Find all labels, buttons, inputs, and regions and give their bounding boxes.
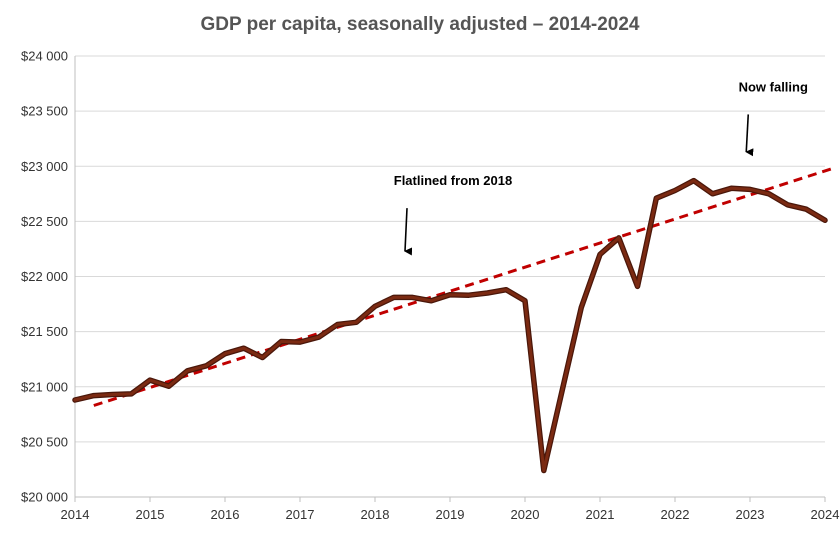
x-tick-label: 2023 <box>736 507 765 522</box>
axes: $20 000 $20 500 $21 000 $21 500 $22 000 $22 5… <box>21 49 839 523</box>
annotations: Flatlined from 2018 Now falling <box>394 79 808 256</box>
x-tick-label: 2014 <box>61 507 90 522</box>
y-tick-label: $22 000 <box>21 269 68 284</box>
x-tick-label: 2022 <box>661 507 690 522</box>
y-tick-label: $23 500 <box>21 104 68 119</box>
x-tick-label: 2021 <box>586 507 615 522</box>
y-tick-label: $21 000 <box>21 379 68 394</box>
annotation-label: Flatlined from 2018 <box>394 173 512 188</box>
gridlines <box>75 55 825 443</box>
chart-title: GDP per capita, seasonally adjusted – 20… <box>201 14 640 35</box>
trend-line <box>93 167 833 407</box>
y-tick-label: $21 500 <box>21 324 68 339</box>
annotation-arrow <box>745 114 754 157</box>
x-tick-label: 2019 <box>436 507 465 522</box>
x-tick-label: 2018 <box>361 507 390 522</box>
y-tick-label: $24 000 <box>21 49 68 64</box>
y-tick-label: $23 000 <box>21 159 68 174</box>
annotation-arrow <box>404 208 413 256</box>
series-layer <box>72 177 828 474</box>
x-tick-label: 2020 <box>511 507 540 522</box>
x-tick-label: 2017 <box>286 507 315 522</box>
y-tick-label: $22 500 <box>21 214 68 229</box>
y-tick-label: $20 500 <box>21 434 68 449</box>
gdp-series-outline <box>72 177 828 474</box>
annotation-label: Now falling <box>739 79 808 94</box>
trend-layer <box>93 167 833 407</box>
gdp-series-line <box>73 179 827 472</box>
y-tick-label: $20 000 <box>21 490 68 505</box>
x-tick-label: 2015 <box>136 507 165 522</box>
x-tick-label: 2016 <box>211 507 240 522</box>
x-tick-label: 2024 <box>811 507 840 522</box>
